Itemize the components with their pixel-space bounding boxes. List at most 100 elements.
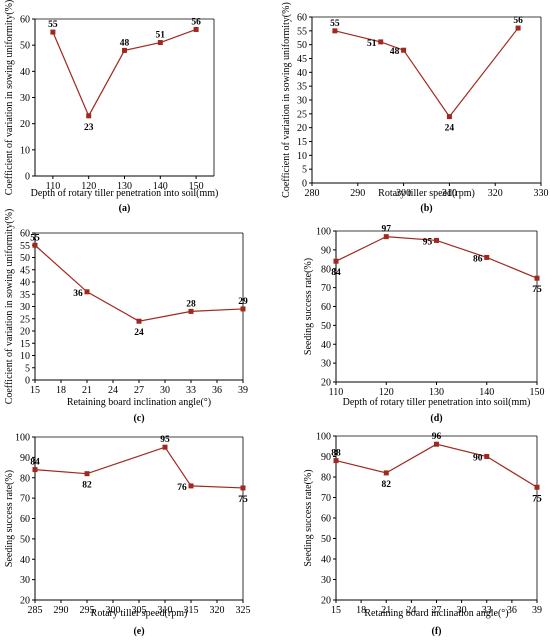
data-point: [534, 275, 540, 281]
y-tick-label: 10: [20, 145, 30, 156]
x-tick-label: 320: [210, 605, 225, 616]
data-label: 96: [432, 432, 442, 442]
y-tick-label: 40: [20, 555, 30, 566]
data-point: [332, 28, 338, 34]
y-tick-label: 30: [321, 359, 331, 370]
y-tick-label: 25: [20, 314, 30, 325]
data-point: [515, 25, 521, 31]
data-label: 24: [134, 328, 144, 338]
y-tick-label: 10: [20, 351, 30, 362]
data-label: 48: [120, 38, 130, 48]
x-tick-label: 27: [432, 605, 442, 616]
y-tick-label: 20: [297, 123, 307, 134]
data-point: [401, 47, 407, 53]
y-tick-label: 20: [321, 596, 331, 607]
x-axis-label: Depth of rotary tiller penetration into …: [343, 397, 531, 408]
x-tick-label: 39: [532, 605, 542, 616]
y-tick-label: 100: [316, 432, 331, 443]
x-tick-label: 140: [479, 387, 494, 398]
y-tick-label: 40: [20, 67, 30, 78]
series-line: [335, 443, 538, 488]
x-tick-label: 285: [28, 605, 43, 616]
y-axis-label: Coefficient of variation in sowing unifo…: [4, 209, 15, 405]
data-point: [162, 444, 168, 450]
y-tick-label: 70: [321, 283, 331, 294]
data-point: [32, 242, 38, 248]
y-tick-label: 60: [321, 514, 331, 525]
y-tick-label: 15: [20, 339, 30, 350]
x-axis-label: Rotary tiller speed(rpm): [91, 608, 188, 619]
y-tick-label: 35: [297, 82, 307, 93]
data-label: 75: [532, 494, 542, 504]
y-tick-label: 100: [15, 433, 30, 444]
x-tick-label: 310: [158, 605, 173, 616]
y-tick-label: 55: [297, 26, 307, 37]
x-tick-label: 30: [160, 385, 170, 396]
x-tick-label: 110: [46, 181, 61, 192]
x-tick-label: 39: [238, 385, 248, 396]
y-tick-label: 50: [20, 253, 30, 264]
x-tick-label: 330: [534, 188, 549, 199]
data-point: [484, 454, 490, 459]
data-point: [86, 113, 92, 119]
y-tick-label: 100: [316, 227, 331, 238]
x-tick-label: 36: [212, 385, 222, 396]
data-label: 24: [445, 124, 455, 134]
y-tick-label: 45: [297, 54, 307, 65]
data-point: [136, 318, 142, 324]
x-tick-label: 24: [108, 385, 118, 396]
data-label: 82: [82, 481, 92, 491]
series-line: [34, 244, 244, 322]
x-tick-label: 110: [329, 387, 344, 398]
y-tick-label: 60: [297, 13, 307, 24]
x-tick-label: 130: [429, 387, 444, 398]
x-tick-label: 33: [482, 605, 492, 616]
data-point: [240, 485, 246, 491]
data-point: [240, 306, 246, 312]
y-tick-label: 50: [321, 321, 331, 332]
x-axis-label: Retaining board inclination angle(°): [364, 608, 508, 619]
data-label: 76: [177, 483, 187, 493]
data-point: [188, 308, 194, 314]
x-tick-label: 15: [30, 385, 40, 396]
y-tick-label: 70: [321, 493, 331, 504]
data-point: [50, 29, 56, 35]
y-tick-label: 90: [20, 453, 30, 464]
x-axis-label: Depth of rotary tiller penetration into …: [31, 188, 219, 199]
y-tick-label: 30: [321, 575, 331, 586]
y-axis-label: Seeding success rate(%): [303, 469, 314, 566]
x-tick-label: 36: [507, 605, 517, 616]
data-label: 51: [367, 39, 377, 49]
x-tick-label: 320: [488, 188, 503, 199]
x-tick-label: 310: [442, 188, 457, 199]
data-label: 84: [30, 458, 40, 468]
data-label: 29: [238, 297, 248, 307]
y-tick-label: 15: [297, 137, 307, 148]
data-point: [383, 234, 389, 240]
x-tick-label: 120: [379, 387, 394, 398]
x-tick-label: 21: [82, 385, 92, 396]
series-line: [34, 446, 244, 489]
y-tick-label: 60: [20, 15, 30, 26]
y-tick-label: 60: [321, 302, 331, 313]
chart-panel-1: 280 290 300 310 320 330 0 5 10 15 20 25 30 35 40 45 50 55…: [281, 2, 549, 214]
panel-label: (b): [420, 203, 432, 214]
y-tick-label: 0: [25, 172, 30, 183]
x-tick-label: 27: [134, 385, 144, 396]
y-tick-label: 80: [321, 473, 331, 484]
data-point: [484, 254, 490, 260]
x-tick-label: 18: [356, 605, 366, 616]
data-label: 95: [160, 435, 170, 445]
chart-panel-3: 110 120 130 140 150 20 30 40 50 60 70 80 90 100 Depth …: [303, 225, 545, 424]
panel-label: (d): [430, 413, 442, 424]
chart-panel-2: 15 18 21 24 27 30 33 36 390510152025303540455055…: [4, 209, 248, 424]
y-tick-label: 40: [321, 555, 331, 566]
y-tick-label: 5: [302, 165, 307, 176]
y-tick-label: 20: [20, 119, 30, 130]
chart-panel-5: 15 18 21 24 27 30 33 36 39 20 30 40 50 60 70 80 90 100 Ret…: [303, 432, 542, 638]
data-point: [84, 471, 90, 477]
y-tick-label: 50: [321, 534, 331, 545]
y-tick-label: 60: [20, 514, 30, 525]
data-label: 82: [382, 480, 392, 490]
